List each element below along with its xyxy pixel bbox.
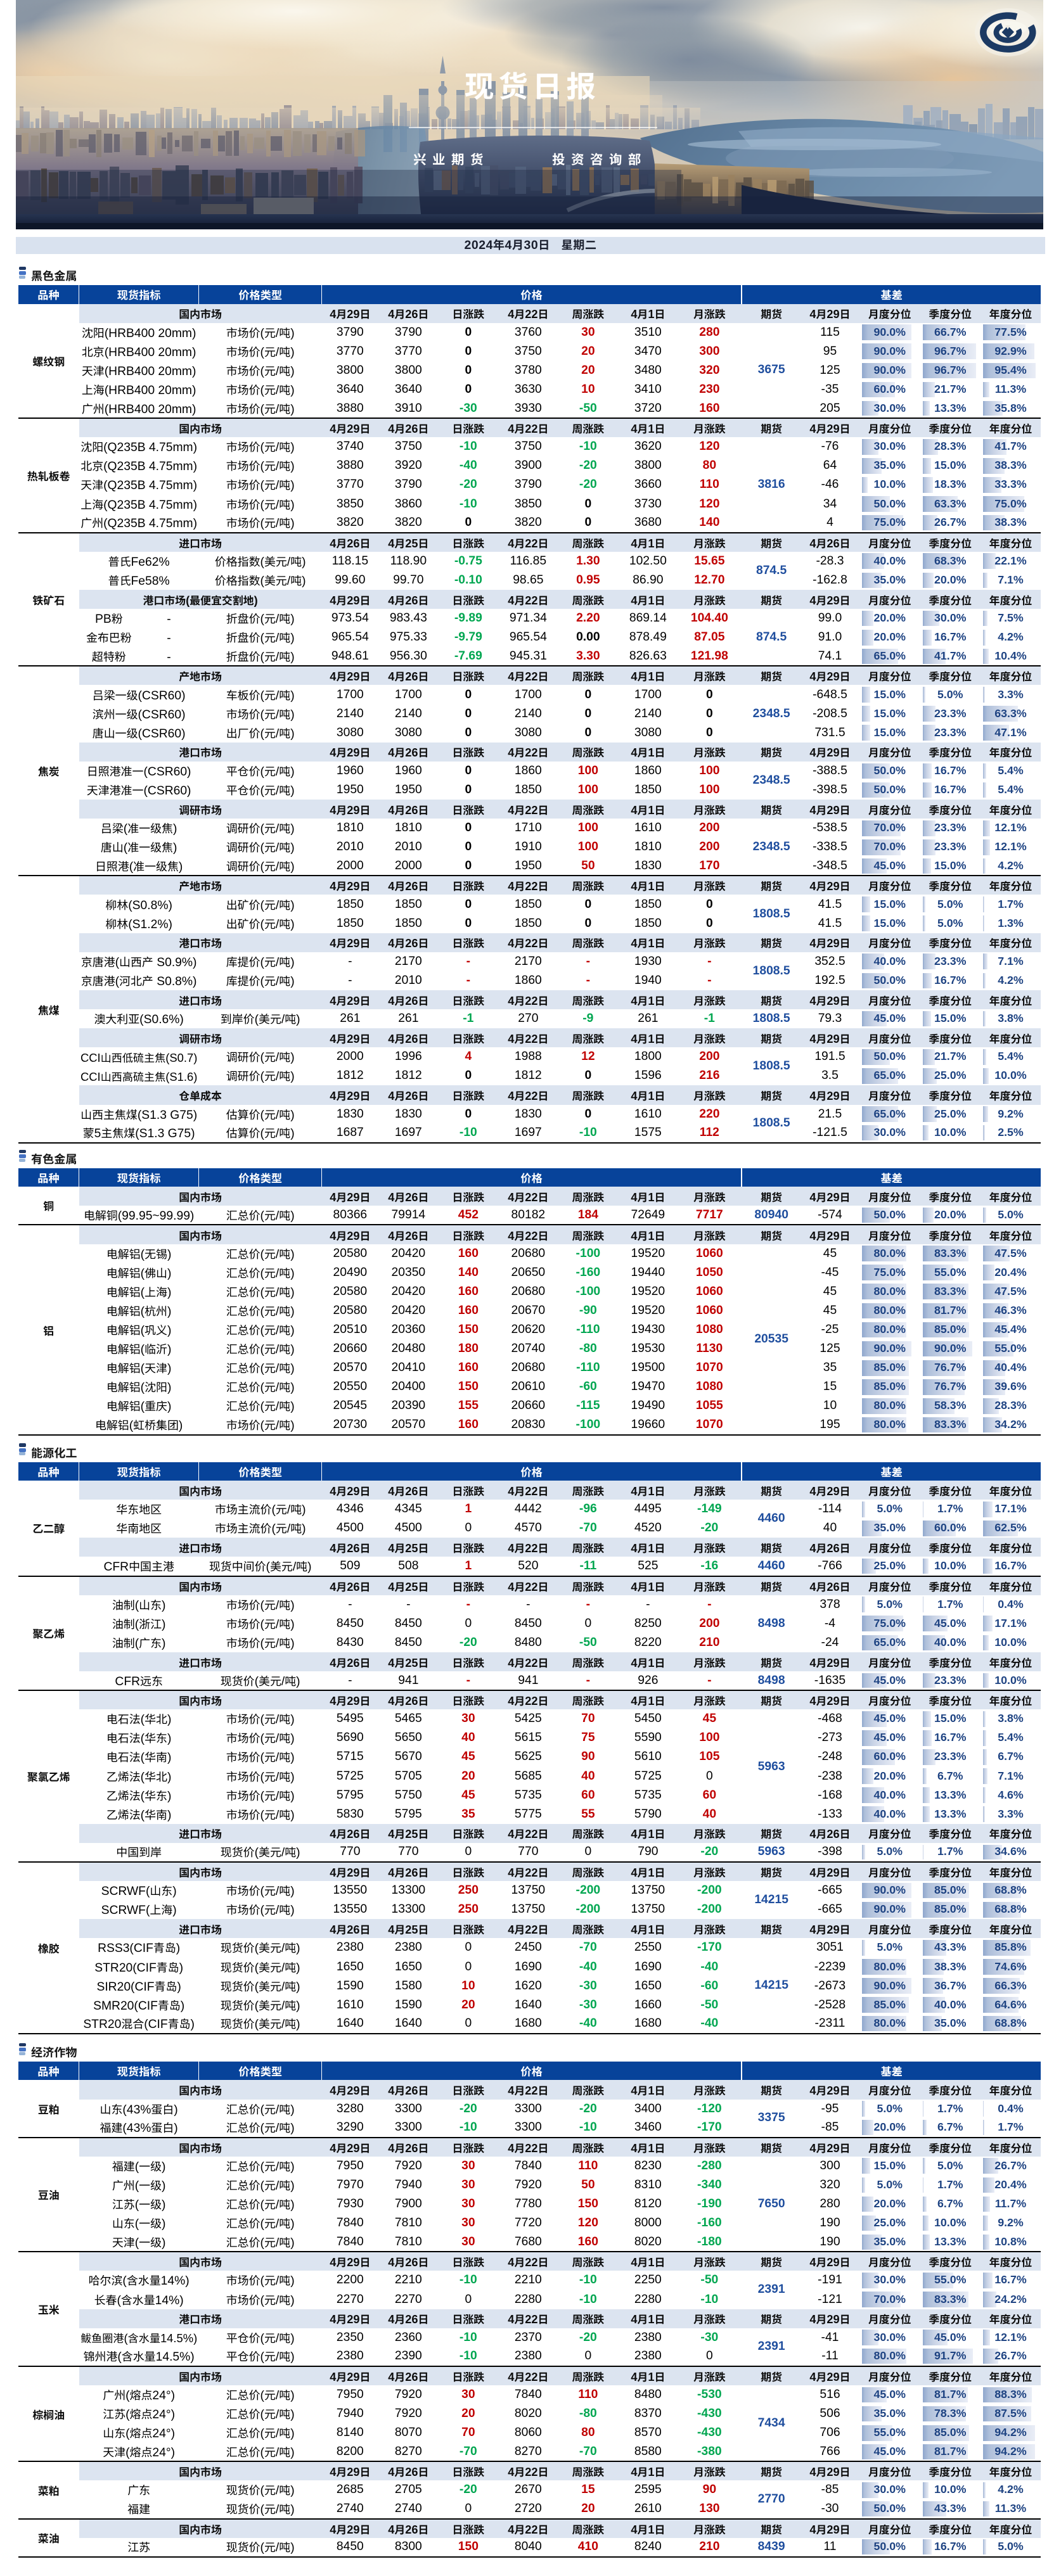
svg-text:兴业期货: 兴业期货 xyxy=(413,151,489,167)
svg-text:投资咨询部: 投资咨询部 xyxy=(552,151,647,167)
svg-text:现货日报: 现货日报 xyxy=(465,68,600,104)
